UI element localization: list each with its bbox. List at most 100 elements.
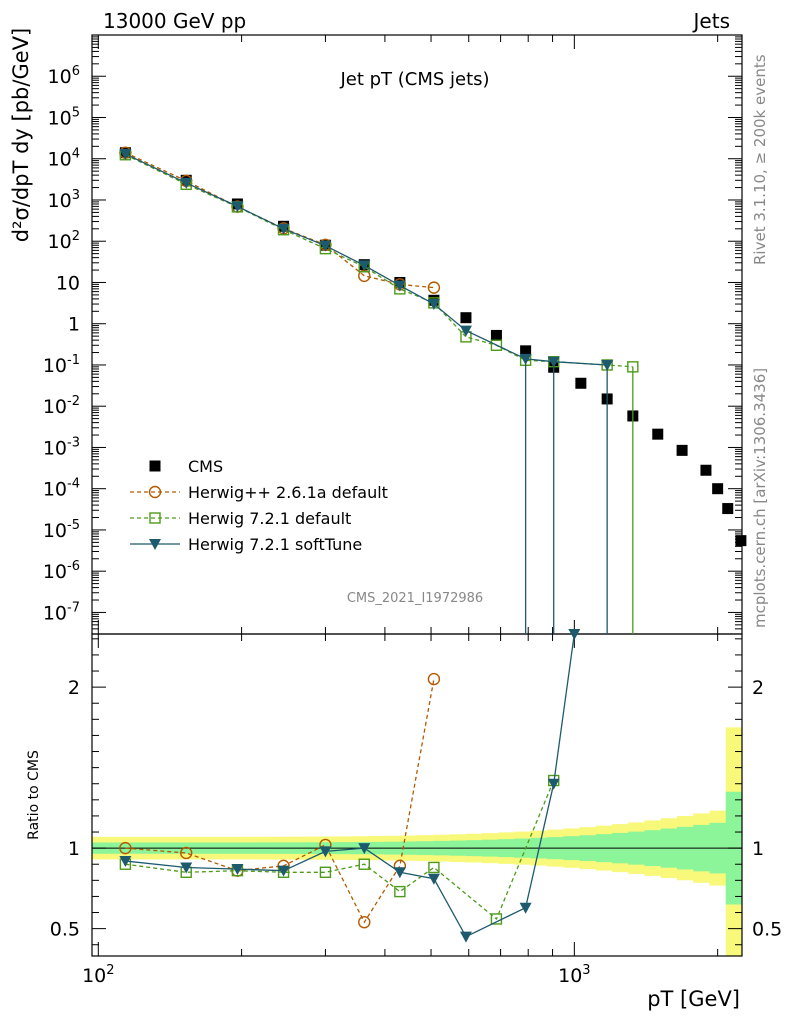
axis-ticks: 10-7 10-6 10-5 10-4 10-3 10-2 10-1 1 10 102 103 104… (43, 34, 782, 987)
ratio-y-tick-label-right: 2 (752, 677, 764, 699)
ratio-point (568, 629, 581, 640)
y-tick-label: 106 (48, 64, 80, 88)
main-series-line (125, 153, 608, 366)
main-point (427, 299, 440, 311)
main-series-line (125, 152, 434, 289)
plot-frames (91, 34, 743, 957)
legend-label: Herwig 7.2.1 default (188, 509, 351, 528)
main-series-1 (119, 146, 441, 294)
ratio-point (459, 931, 472, 943)
ratio-y-tick-label: 1 (68, 838, 80, 860)
ratio-series-0 (119, 672, 441, 929)
ratio-point (180, 862, 193, 874)
main-point (722, 503, 734, 515)
x-tick-label: 103 (558, 963, 590, 987)
ratio-point (394, 885, 406, 898)
y-tick-label: 10 (56, 272, 80, 294)
main-point (119, 149, 132, 161)
main-point (490, 339, 503, 351)
legend-label: Herwig 7.2.1 softTune (188, 535, 362, 554)
ratio-point (519, 902, 532, 914)
x-axis-title: pT [GeV] (647, 987, 740, 1011)
process-label: Jets (692, 9, 730, 33)
ratio-y-tick-label: 2 (68, 677, 80, 699)
ratio-point (547, 778, 560, 790)
legend-label: Herwig++ 2.6.1a default (188, 483, 388, 502)
y-tick-label: 10-7 (43, 600, 80, 624)
ratio-point (319, 866, 332, 878)
legend-label: CMS (188, 457, 223, 476)
main-point (277, 223, 290, 235)
legend-marker (149, 539, 161, 550)
ratio-point (427, 672, 441, 686)
ratio-series-line (125, 780, 555, 921)
energy-label: 13000 GeV pp (103, 9, 246, 33)
x-tick-label: 102 (82, 963, 114, 987)
legend-marker (149, 512, 161, 524)
y-tick-label: 102 (48, 229, 80, 253)
chart-labels: 13000 GeV pp Jets Rivet 3.1.10, ≥ 200k e… (9, 9, 769, 1011)
main-point (393, 280, 406, 292)
ratio-panel-frame (91, 633, 743, 957)
y-tick-label: 10-3 (43, 435, 80, 459)
y-tick-label: 10-6 (43, 559, 80, 583)
y-tick-label: 104 (48, 147, 80, 171)
ratio-y-tick-label-right: 0.5 (752, 919, 782, 941)
ratio-series-line (125, 633, 575, 938)
main-point (231, 201, 244, 213)
legend-entry: Herwig 7.2.1 default (130, 509, 351, 528)
ratio-axis-title: Ratio to CMS (26, 750, 42, 840)
main-point (180, 177, 193, 189)
y-tick-label: 10-2 (43, 394, 80, 418)
ratio-point (428, 861, 440, 874)
main-point (358, 260, 371, 272)
ratio-point (358, 915, 371, 929)
main-series-2 (119, 149, 639, 373)
main-point (575, 377, 587, 389)
source-label: mcplots.cern.ch [arXiv:1306.3436] (751, 368, 769, 628)
analysis-label: CMS_2021_I1972986 (347, 591, 483, 606)
main-point (460, 312, 472, 324)
y-tick-label: 103 (48, 188, 80, 212)
y-tick-label: 1 (68, 314, 80, 336)
legend: CMS Herwig++ 2.6.1a default Herwig 7.2.1 d… (130, 457, 388, 554)
ratio-series-2 (119, 629, 581, 943)
ratio-point (180, 846, 193, 860)
ratio-y-tick-label: 0.5 (50, 919, 80, 941)
data-series (119, 146, 747, 943)
plot-title: Jet pT (CMS jets) (339, 69, 489, 90)
main-point (676, 444, 688, 456)
ratio-y-tick-label-right: 1 (752, 838, 764, 860)
ratio-point (358, 843, 371, 855)
ratio-uncertainty-bands (92, 727, 743, 956)
ratio-point (277, 865, 290, 877)
ratio-point (319, 846, 332, 858)
legend-marker (148, 485, 162, 499)
main-point (712, 483, 724, 495)
y-tick-label: 10-5 (43, 518, 80, 542)
main-point (652, 428, 664, 440)
main-point (427, 281, 441, 294)
ratio-point (393, 867, 406, 879)
main-series-line (125, 154, 633, 368)
ratio-point (427, 873, 440, 885)
y-tick-label: 10-4 (43, 477, 80, 501)
ratio-point (358, 858, 370, 870)
ratio-point (119, 856, 132, 868)
main-point (735, 535, 747, 547)
main-point (700, 464, 712, 476)
ratio-series-line (125, 678, 435, 924)
main-y-axis-title: d²σ/dpT dy [pb/GeV] (9, 28, 33, 242)
legend-marker (149, 460, 161, 472)
legend-entry: Herwig++ 2.6.1a default (130, 483, 388, 502)
main-point (319, 240, 332, 252)
legend-entry: Herwig 7.2.1 softTune (130, 535, 362, 554)
y-tick-label: 105 (48, 105, 80, 129)
rivet-label: Rivet 3.1.10, ≥ 200k events (751, 54, 769, 265)
ratio-point (119, 841, 132, 855)
ratio-point (231, 864, 244, 876)
main-point (459, 325, 472, 337)
main-point (520, 345, 532, 357)
